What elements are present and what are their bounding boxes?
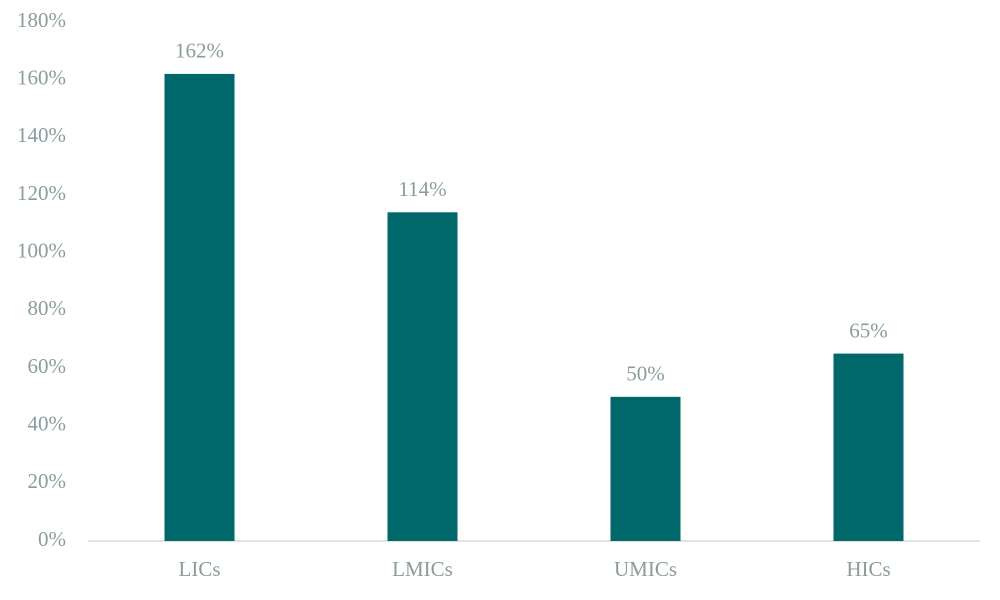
x-tick-label: LMICs [392,557,453,581]
y-tick-label: 160% [17,65,66,89]
y-tick-label: 0% [38,527,66,551]
y-tick-label: 100% [17,238,66,262]
y-tick-label: 180% [17,8,66,32]
y-tick-label: 40% [28,411,67,435]
x-tick-label: HICs [846,557,890,581]
y-tick-label: 120% [17,181,66,205]
y-tick-label: 140% [17,123,66,147]
x-tick-label: UMICs [614,557,677,581]
bar [833,353,904,541]
data-label: 114% [398,177,446,201]
data-label: 162% [175,39,224,63]
bar [610,396,681,541]
y-tick-label: 20% [28,469,67,493]
data-label: 50% [626,362,665,386]
bar [387,212,458,542]
y-tick-label: 80% [28,296,67,320]
bar [164,73,235,542]
y-tick-label: 60% [28,354,67,378]
data-label: 65% [849,318,888,342]
x-tick-label: LICs [179,557,221,581]
